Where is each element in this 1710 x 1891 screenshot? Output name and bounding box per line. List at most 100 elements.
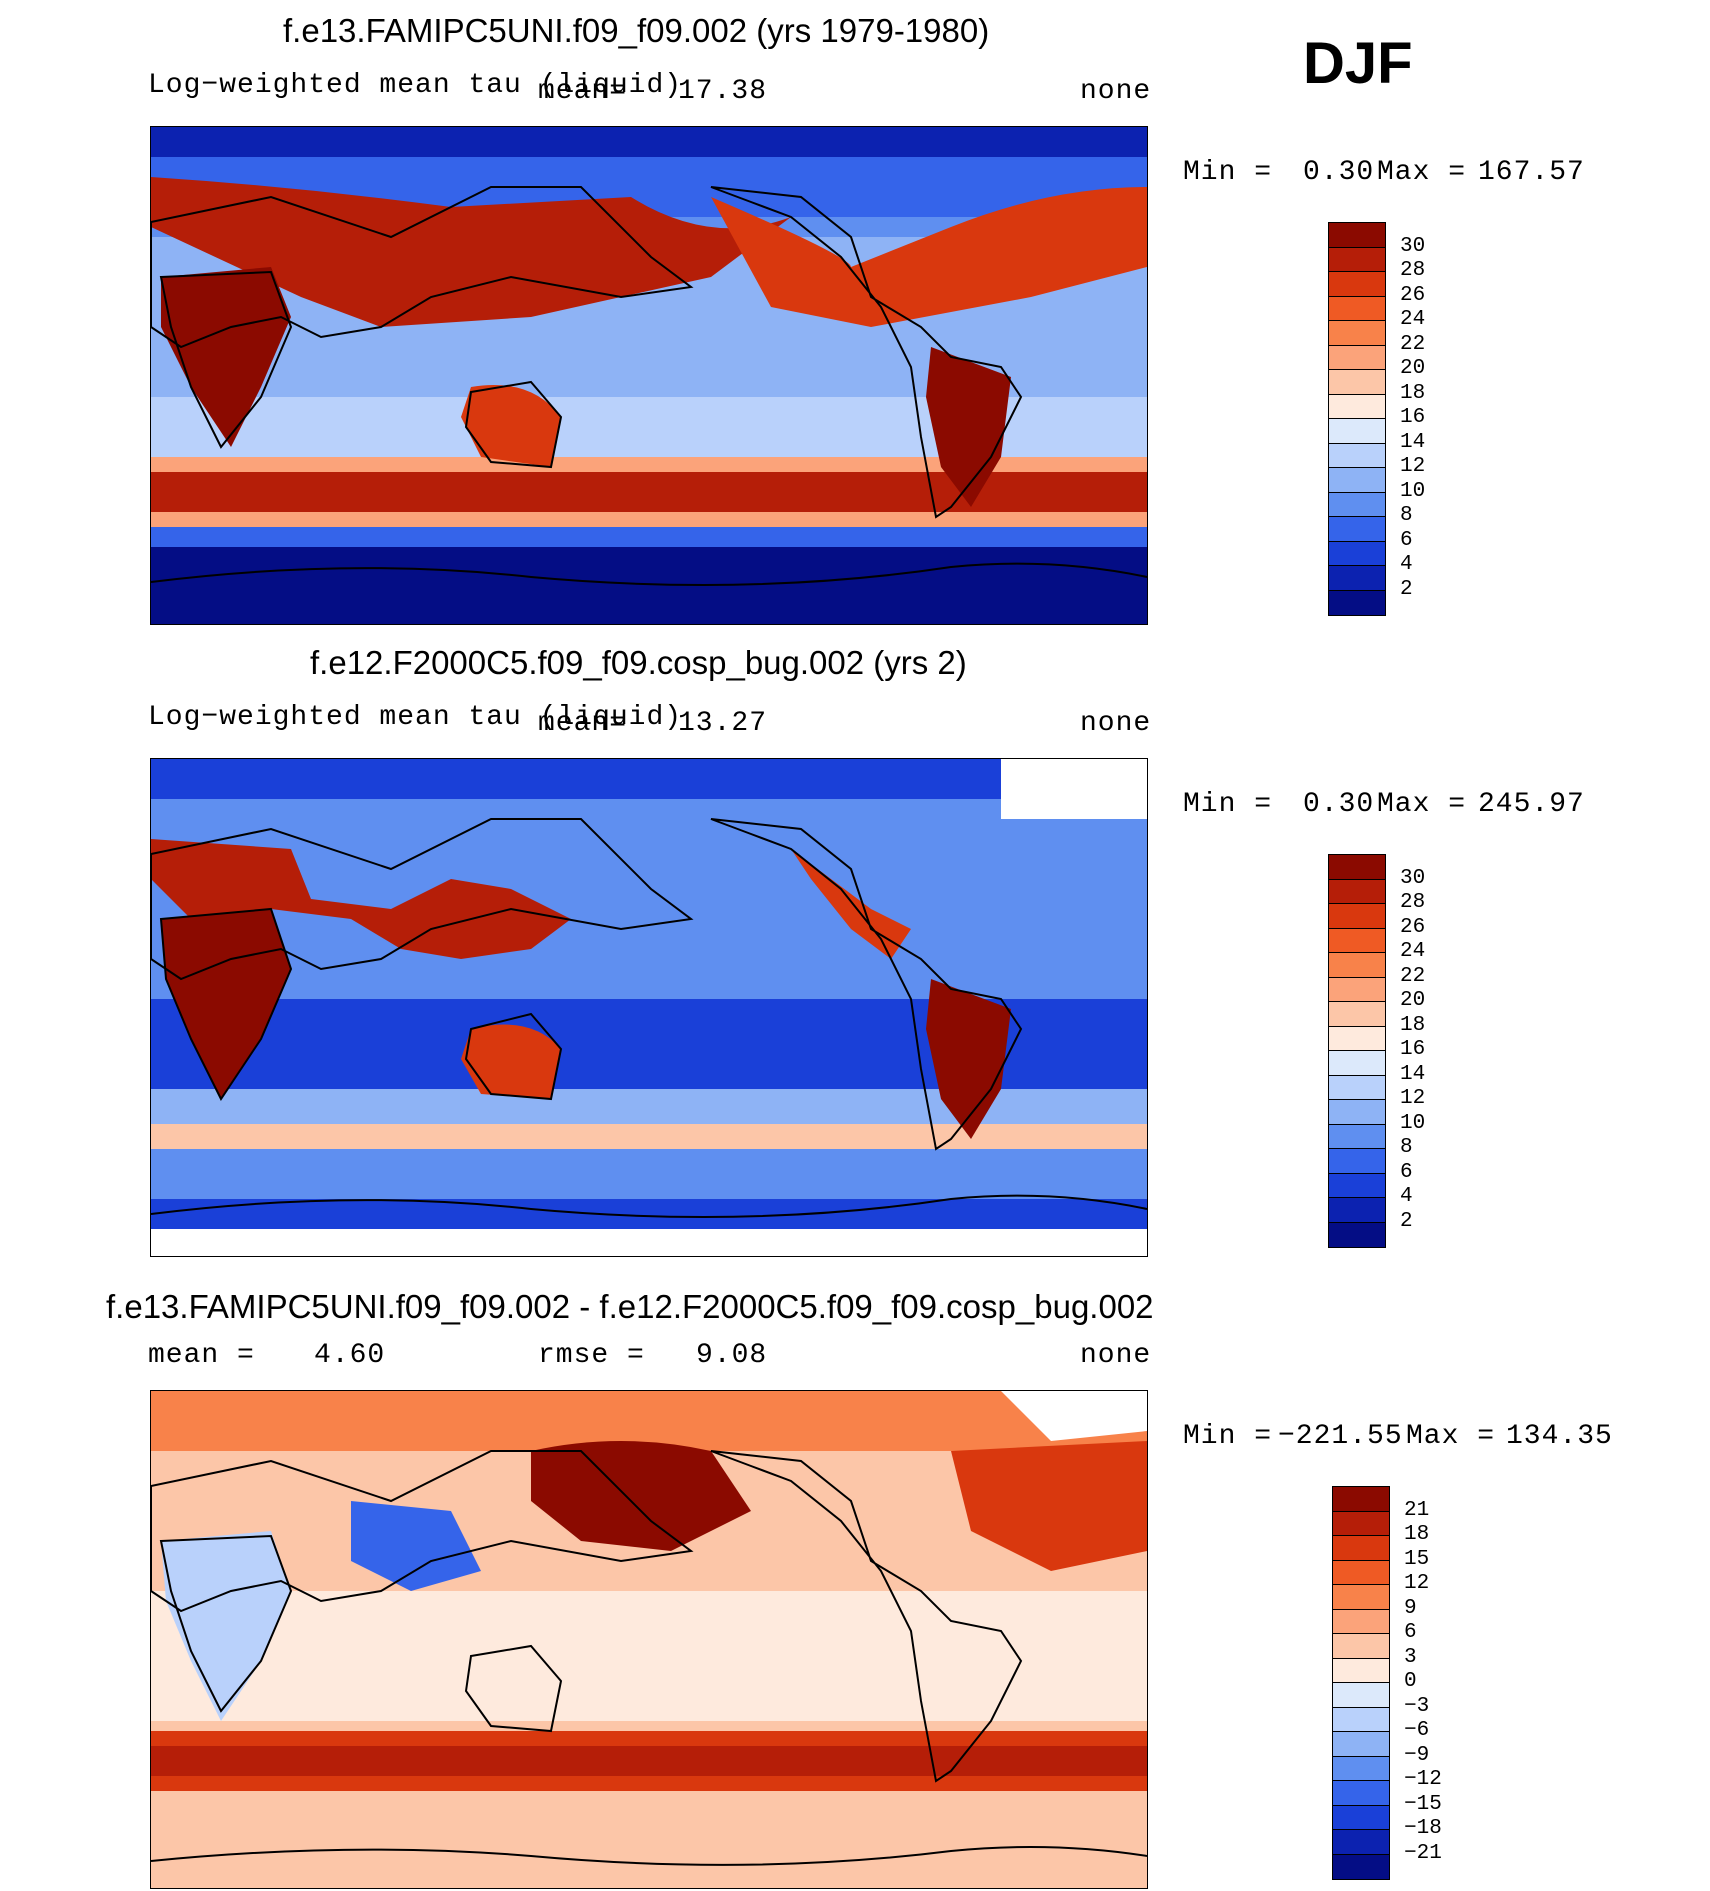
- colorbar-swatch: [1329, 1173, 1385, 1198]
- panel-1-max-label: Max =: [1377, 157, 1467, 188]
- colorbar-swatch: [1329, 1075, 1385, 1100]
- colorbar-tick-label: 30: [1400, 866, 1426, 890]
- colorbar-tick-label: 18: [1400, 381, 1426, 405]
- panel-3-units: none: [1080, 1340, 1152, 1371]
- colorbar-swatch: [1329, 1222, 1385, 1247]
- panel-3-mean-value: 4.60: [314, 1340, 386, 1371]
- colorbar-swatch: [1333, 1756, 1389, 1781]
- colorbar-swatch: [1333, 1830, 1389, 1855]
- panel-2-max-value: 245.97: [1478, 789, 1585, 820]
- colorbar-tick-label: 30: [1400, 234, 1426, 258]
- colorbar-swatch: [1333, 1732, 1389, 1757]
- colorbar-tick-label: 16: [1400, 1038, 1426, 1061]
- colorbar-tick-label: 20: [1400, 989, 1426, 1012]
- panel-2-units: none: [1080, 708, 1152, 739]
- colorbar-tick-label: 2: [1400, 1209, 1413, 1233]
- panel-3-map-field: [151, 1391, 1147, 1888]
- colorbar-tick-label: 10: [1400, 479, 1426, 503]
- colorbar-swatch: [1329, 1100, 1385, 1125]
- colorbar-tick-label: 26: [1400, 915, 1426, 939]
- colorbar-swatch: [1329, 855, 1385, 880]
- colorbar-swatch: [1329, 1002, 1385, 1027]
- colorbar-swatch: [1329, 517, 1385, 542]
- panel-1-map-field: [151, 127, 1147, 624]
- colorbar-swatch: [1329, 296, 1385, 321]
- panel-1-units: none: [1080, 76, 1152, 107]
- colorbar-swatch: [1329, 566, 1385, 591]
- colorbar-swatch: [1329, 928, 1385, 953]
- colorbar-swatch: [1333, 1634, 1389, 1659]
- panel-3-colorbar: [1332, 1486, 1390, 1880]
- panel-3-min-value: −221.55: [1278, 1421, 1403, 1452]
- panel-2-title: f.e12.F2000C5.f09_f09.cosp_bug.002 (yrs …: [310, 644, 967, 681]
- colorbar-tick-label: −12: [1404, 1768, 1442, 1791]
- colorbar-swatch: [1329, 953, 1385, 978]
- colorbar-tick-label: 4: [1400, 1185, 1413, 1208]
- colorbar-tick-label: 16: [1400, 406, 1426, 429]
- colorbar-tick-label: 14: [1400, 1062, 1426, 1086]
- panel-3-min-label: Min =: [1183, 1421, 1273, 1452]
- panel-1-variable-label: Log−weighted mean tau (liquid): [148, 70, 683, 101]
- panel-2-colorbar: [1328, 854, 1386, 1248]
- colorbar-swatch: [1329, 1051, 1385, 1076]
- colorbar-swatch: [1329, 1026, 1385, 1051]
- colorbar-swatch: [1333, 1585, 1389, 1610]
- colorbar-tick-label: 6: [1400, 528, 1413, 552]
- panel-2-min-value: 0.30: [1303, 789, 1375, 820]
- colorbar-swatch: [1329, 272, 1385, 297]
- colorbar-swatch: [1333, 1536, 1389, 1561]
- colorbar-tick-label: −18: [1404, 1817, 1442, 1840]
- colorbar-tick-label: 14: [1400, 430, 1426, 454]
- colorbar-swatch: [1329, 977, 1385, 1002]
- panel-1-title: f.e13.FAMIPC5UNI.f09_f09.002 (yrs 1979-1…: [283, 12, 990, 49]
- colorbar-tick-label: −15: [1404, 1792, 1442, 1816]
- colorbar-tick-label: 4: [1400, 553, 1413, 576]
- panel-3-max-label: Max =: [1406, 1421, 1496, 1452]
- panel-3-map: [150, 1390, 1148, 1889]
- panel-1-mean-value: 17.38: [678, 76, 768, 107]
- colorbar-swatch: [1329, 443, 1385, 468]
- panel-1-colorbar: [1328, 222, 1386, 616]
- colorbar-tick-label: 24: [1400, 940, 1426, 963]
- colorbar-tick-label: 20: [1400, 357, 1426, 380]
- colorbar-swatch: [1329, 394, 1385, 419]
- colorbar-tick-label: 9: [1404, 1596, 1417, 1620]
- colorbar-tick-label: 12: [1400, 455, 1426, 478]
- colorbar-swatch: [1333, 1560, 1389, 1585]
- colorbar-tick-label: 3: [1404, 1645, 1417, 1669]
- colorbar-tick-label: 8: [1400, 1136, 1413, 1159]
- colorbar-swatch: [1333, 1683, 1389, 1708]
- colorbar-tick-label: 26: [1400, 283, 1426, 307]
- colorbar-swatch: [1329, 590, 1385, 615]
- panel-2-variable-label: Log−weighted mean tau (liquid): [148, 702, 683, 733]
- colorbar-swatch: [1333, 1609, 1389, 1634]
- colorbar-tick-label: 18: [1400, 1013, 1426, 1037]
- panel-1-mean-label: mean=: [538, 76, 628, 107]
- colorbar-swatch: [1333, 1487, 1389, 1512]
- colorbar-tick-label: 24: [1400, 308, 1426, 331]
- panel-3-max-value: 134.35: [1506, 1421, 1613, 1452]
- colorbar-tick-label: 22: [1400, 964, 1426, 988]
- panel-2-map-field: [151, 759, 1147, 1256]
- colorbar-tick-label: 18: [1404, 1523, 1430, 1546]
- colorbar-swatch: [1329, 879, 1385, 904]
- colorbar-tick-label: −3: [1404, 1694, 1430, 1718]
- panel-3-rmse-label: rmse =: [538, 1340, 645, 1371]
- colorbar-tick-label: 22: [1400, 332, 1426, 356]
- colorbar-swatch: [1333, 1781, 1389, 1806]
- panel-1-min-label: Min =: [1183, 157, 1273, 188]
- colorbar-swatch: [1329, 345, 1385, 370]
- colorbar-swatch: [1329, 541, 1385, 566]
- colorbar-swatch: [1329, 321, 1385, 346]
- colorbar-tick-label: 28: [1400, 259, 1426, 282]
- colorbar-swatch: [1329, 1198, 1385, 1223]
- colorbar-swatch: [1329, 419, 1385, 444]
- colorbar-tick-label: 6: [1400, 1160, 1413, 1184]
- colorbar-tick-label: 12: [1404, 1572, 1430, 1595]
- panel-3-title: f.e13.FAMIPC5UNI.f09_f09.002 - f.e12.F20…: [106, 1288, 1154, 1325]
- colorbar-tick-label: 2: [1400, 577, 1413, 601]
- colorbar-swatch: [1329, 492, 1385, 517]
- panel-2-min-label: Min =: [1183, 789, 1273, 820]
- colorbar-tick-label: 6: [1404, 1621, 1417, 1644]
- panel-2-map: [150, 758, 1148, 1257]
